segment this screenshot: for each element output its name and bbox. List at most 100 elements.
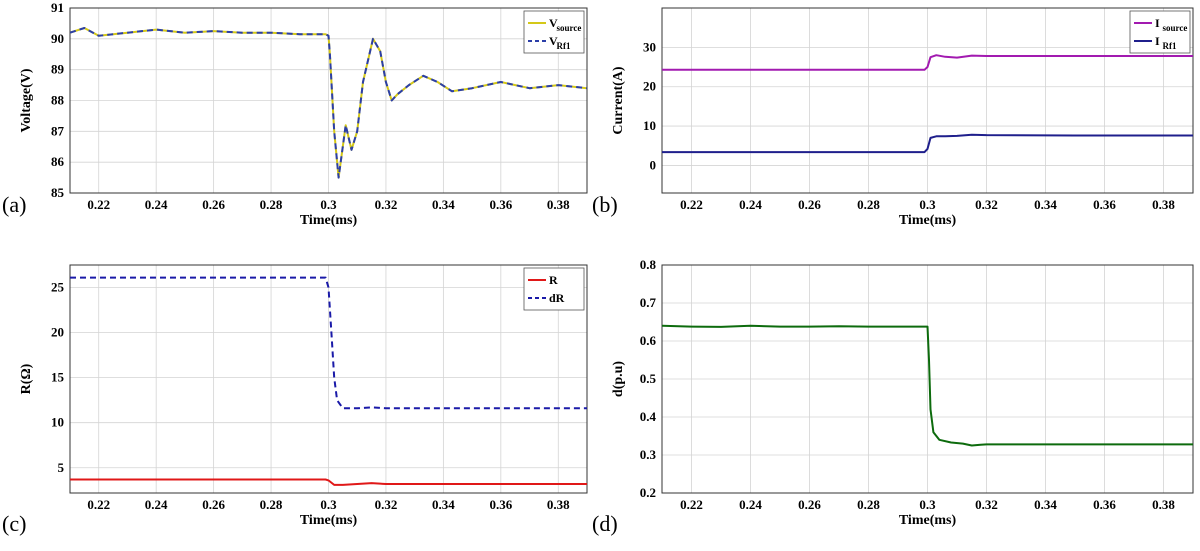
y-tick-label: 20 — [643, 79, 656, 94]
legend-entry-subscript: Rf1 — [557, 41, 571, 51]
y-tick-label: 0.5 — [640, 371, 657, 386]
legend-box — [523, 267, 585, 311]
legend-entry: V — [549, 34, 558, 48]
legend-entry: R — [549, 273, 558, 287]
y-tick-label: 20 — [51, 325, 64, 340]
legend-box — [1129, 10, 1191, 54]
legend-entry-subscript: Rf1 — [1163, 41, 1177, 51]
chart-panel-1: 0.22 0.24 0.26 0.28 0.3 0.32 0.34 0.36 0.38 85 86 8… — [2, 0, 588, 228]
chart-panel-2: 0.22 0.24 0.26 0.28 0.3 0.32 0.34 0.36 0.38 0 10 20… — [592, 7, 1194, 228]
y-axis-label: Current(A) — [611, 66, 626, 135]
y-tick-label: 86 — [51, 154, 65, 169]
plot-frame — [69, 264, 588, 494]
y-tick-label: 89 — [51, 62, 65, 77]
series-line-dr — [70, 276, 587, 410]
series-line-d — [662, 324, 1193, 447]
legend-entry: I — [1155, 34, 1160, 48]
x-tick-label: 0.38 — [547, 197, 570, 212]
y-tick-label: 0 — [650, 157, 657, 172]
x-axis-label: Time(ms) — [300, 213, 358, 228]
legend: RdR — [523, 267, 585, 311]
y-axis-label: d(p.u) — [611, 361, 626, 398]
series-line-i-source — [662, 54, 1193, 71]
plot-frame — [69, 7, 588, 194]
y-tick-label: 5 — [58, 460, 65, 475]
y-tick-label: 0.6 — [640, 333, 657, 348]
x-tick-label: 0.26 — [798, 197, 821, 212]
x-tick-label: 0.3 — [320, 497, 337, 512]
x-tick-label: 0.28 — [857, 497, 880, 512]
panel-label: (b) — [592, 192, 618, 217]
y-tick-label: 25 — [51, 280, 65, 295]
legend-entry: dR — [549, 291, 565, 305]
legend-box — [523, 10, 585, 54]
series-line-v-rf1 — [70, 27, 587, 179]
series-line-i-rf1 — [662, 133, 1193, 154]
plot-frame — [661, 264, 1194, 494]
x-tick-label: 0.22 — [680, 197, 703, 212]
x-tick-label: 0.28 — [260, 497, 283, 512]
x-tick-label: 0.36 — [489, 497, 512, 512]
plot-frame — [661, 7, 1194, 194]
y-tick-label: 10 — [51, 415, 64, 430]
x-tick-label: 0.26 — [202, 197, 225, 212]
x-axis-label: Time(ms) — [300, 513, 358, 528]
x-tick-label: 0.3 — [919, 497, 936, 512]
legend-entry-subscript: source — [1163, 23, 1188, 33]
x-tick-label: 0.34 — [1034, 497, 1057, 512]
x-tick-label: 0.38 — [1152, 497, 1175, 512]
x-tick-label: 0.34 — [432, 497, 455, 512]
y-tick-label: 0.2 — [640, 485, 656, 500]
x-tick-label: 0.36 — [489, 197, 512, 212]
x-tick-label: 0.38 — [1152, 197, 1175, 212]
x-tick-label: 0.32 — [975, 197, 998, 212]
x-tick-label: 0.3 — [919, 197, 936, 212]
x-tick-label: 0.34 — [1034, 197, 1057, 212]
x-tick-label: 0.24 — [739, 197, 762, 212]
y-tick-label: 87 — [51, 123, 65, 138]
x-tick-label: 0.28 — [260, 197, 283, 212]
x-tick-label: 0.22 — [87, 197, 110, 212]
x-tick-label: 0.3 — [320, 197, 337, 212]
x-tick-label: 0.26 — [202, 497, 225, 512]
x-tick-label: 0.36 — [1093, 197, 1116, 212]
y-tick-label: 0.4 — [640, 409, 657, 424]
chart-panel-3: 0.22 0.24 0.26 0.28 0.3 0.32 0.34 0.36 0.38 5 10 15… — [2, 264, 588, 536]
y-tick-label: 91 — [51, 0, 64, 15]
y-tick-label: 15 — [51, 370, 65, 385]
y-tick-label: 90 — [51, 31, 64, 46]
x-tick-label: 0.22 — [87, 497, 110, 512]
legend-entry-subscript: source — [557, 23, 582, 33]
x-axis-label: Time(ms) — [899, 513, 957, 528]
chart-panel-4: 0.22 0.24 0.26 0.28 0.3 0.32 0.34 0.36 0.38 0.2 0.… — [592, 257, 1194, 536]
y-tick-label: 0.3 — [640, 447, 657, 462]
x-tick-label: 0.32 — [375, 497, 398, 512]
x-tick-label: 0.26 — [798, 497, 821, 512]
y-axis-label: R(Ω) — [19, 363, 34, 394]
y-axis-label: Voltage(V) — [19, 68, 34, 132]
x-tick-label: 0.34 — [432, 197, 455, 212]
panel-label: (a) — [2, 192, 26, 217]
x-tick-label: 0.38 — [547, 497, 570, 512]
x-tick-label: 0.32 — [975, 497, 998, 512]
x-axis-label: Time(ms) — [899, 213, 957, 228]
panel-label: (c) — [2, 511, 26, 536]
x-tick-label: 0.24 — [145, 497, 168, 512]
legend-entry: I — [1155, 16, 1160, 30]
y-tick-label: 0.7 — [640, 295, 657, 310]
y-tick-label: 85 — [51, 185, 65, 200]
x-tick-label: 0.24 — [739, 497, 762, 512]
y-tick-label: 30 — [643, 39, 656, 54]
series-line-r — [70, 478, 587, 486]
x-tick-label: 0.24 — [145, 197, 168, 212]
y-tick-label: 88 — [51, 93, 65, 108]
x-tick-label: 0.28 — [857, 197, 880, 212]
x-tick-label: 0.22 — [680, 497, 703, 512]
x-tick-label: 0.32 — [375, 197, 398, 212]
legend-entry: V — [549, 16, 558, 30]
panel-label: (d) — [592, 511, 618, 536]
y-tick-label: 10 — [643, 118, 656, 133]
